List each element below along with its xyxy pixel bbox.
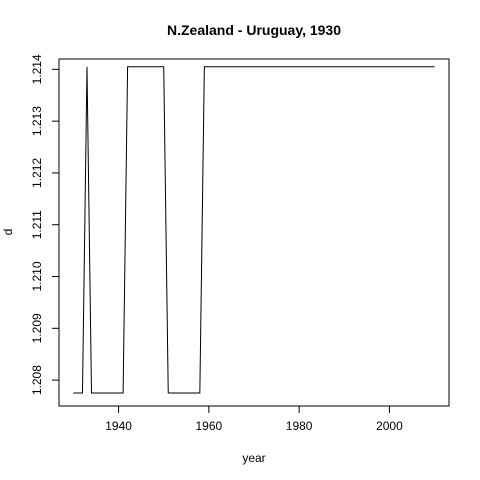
x-tick-label: 1940 — [105, 419, 132, 433]
x-axis-label: year — [242, 451, 265, 465]
x-tick-label: 1960 — [196, 419, 223, 433]
x-tick-label: 2000 — [376, 419, 403, 433]
y-tick-label: 1.212 — [30, 158, 44, 188]
series-line — [73, 66, 435, 394]
y-tick-label: 1.213 — [30, 106, 44, 136]
y-axis-label: d — [1, 229, 15, 236]
y-tick-label: 1.214 — [30, 54, 44, 84]
plot-lines — [73, 66, 435, 394]
y-tick-label: 1.211 — [30, 210, 44, 239]
x-axis: 1940 1960 1980 2000 — [105, 405, 403, 433]
y-tick-label: 1.209 — [30, 313, 44, 343]
x-tick-label: 1980 — [286, 419, 313, 433]
y-axis: 1.208 1.209 1.210 1.211 1.212 1.213 1.214 — [30, 54, 60, 395]
y-tick-label: 1.208 — [30, 365, 44, 395]
y-tick-label: 1.210 — [30, 261, 44, 291]
chart-title: N.Zealand - Uruguay, 1930 — [167, 22, 341, 38]
